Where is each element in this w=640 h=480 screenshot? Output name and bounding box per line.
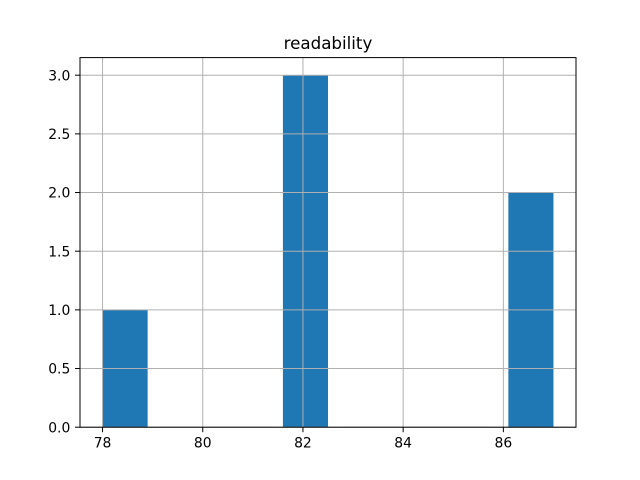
x-tick-label: 80 xyxy=(194,436,212,452)
y-tick-label: 0.5 xyxy=(48,362,70,378)
plot-border xyxy=(79,57,577,428)
y-tick-label: 1.5 xyxy=(48,244,70,260)
y-tick-label: 2.0 xyxy=(48,186,70,202)
y-tick-label: 1.0 xyxy=(48,303,70,319)
y-tick-label: 0.0 xyxy=(48,420,70,436)
plot-area: 78 80 82 84 86 0.0 0.5 1.0 1.5 2.0 2.5 3.0 xyxy=(48,57,577,452)
x-tick-label: 86 xyxy=(495,436,513,452)
y-tick-label: 2.5 xyxy=(48,127,70,143)
chart-title: readability xyxy=(284,33,373,53)
x-tick-label: 78 xyxy=(94,436,112,452)
y-tick-label: 3.0 xyxy=(48,68,70,84)
x-tick-label: 82 xyxy=(294,436,312,452)
x-tick-label: 84 xyxy=(394,436,412,452)
